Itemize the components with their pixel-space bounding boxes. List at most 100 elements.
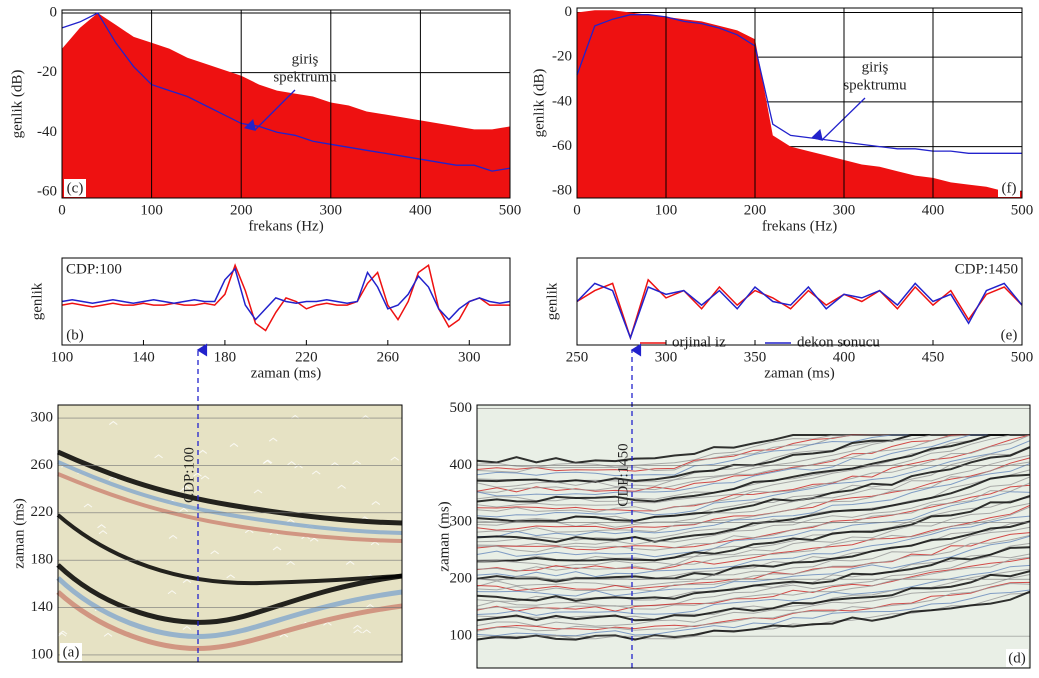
noise bbox=[198, 449, 208, 454]
spectrum-line bbox=[61, 12, 511, 172]
plot-frame bbox=[61, 257, 511, 346]
annotation: giriş bbox=[862, 59, 889, 75]
reflector bbox=[476, 526, 1031, 588]
noise bbox=[309, 537, 319, 542]
reflector bbox=[476, 570, 1031, 622]
reflector bbox=[476, 582, 1031, 632]
reflector bbox=[476, 502, 1031, 568]
x-tick-label: 400 bbox=[409, 202, 432, 218]
y-tick-label: -40 bbox=[552, 93, 572, 109]
y-tick-label: -20 bbox=[37, 64, 57, 80]
noise bbox=[311, 470, 321, 475]
noise bbox=[98, 530, 108, 535]
plot-frame bbox=[476, 404, 1031, 669]
legend-label: orjinal iz bbox=[672, 334, 726, 350]
x-tick-label: 500 bbox=[1011, 349, 1034, 365]
y-tick-label: -20 bbox=[552, 49, 572, 65]
reflector bbox=[476, 589, 1031, 637]
reflector bbox=[476, 482, 1031, 553]
reflector bbox=[476, 434, 1030, 508]
panel-label-bg bbox=[64, 326, 86, 344]
x-tick-label: 400 bbox=[922, 202, 945, 218]
reflector bbox=[56, 449, 403, 526]
plot-frame bbox=[61, 9, 511, 199]
reflector bbox=[476, 454, 1031, 528]
trace-line bbox=[576, 278, 1023, 341]
annotation: CDP:1450 bbox=[615, 443, 631, 506]
noise bbox=[83, 503, 93, 508]
plot-frame bbox=[57, 404, 403, 663]
noise bbox=[353, 624, 362, 629]
plot-frame bbox=[576, 257, 1023, 346]
reflector bbox=[57, 460, 403, 535]
y-tick-label: -60 bbox=[37, 183, 57, 199]
x-tick-label: 100 bbox=[51, 349, 74, 365]
noise bbox=[193, 472, 202, 477]
x-axis-label: zaman (ms) bbox=[764, 365, 834, 381]
spectrum-area bbox=[62, 13, 510, 198]
panel-label: (b) bbox=[66, 327, 84, 343]
x-tick-label: 300 bbox=[458, 349, 481, 365]
reflector bbox=[476, 546, 1031, 602]
reflector bbox=[476, 457, 1031, 531]
image-texture bbox=[56, 401, 403, 651]
reflector bbox=[477, 463, 1031, 538]
x-tick-label: 180 bbox=[214, 349, 237, 365]
x-axis-label: zaman (ms) bbox=[251, 365, 321, 381]
y-tick-label: 220 bbox=[31, 504, 54, 520]
noise bbox=[179, 487, 189, 492]
noise bbox=[210, 550, 219, 555]
panel-label-bg bbox=[60, 643, 82, 661]
y-axis-label: genlik (dB) bbox=[531, 69, 547, 138]
noise bbox=[182, 579, 192, 584]
noise bbox=[286, 560, 295, 566]
panel-label-bg bbox=[998, 326, 1020, 344]
noise bbox=[83, 401, 92, 406]
annotation: CDP:100 bbox=[181, 447, 197, 503]
x-tick-label: 140 bbox=[132, 349, 155, 365]
reflector bbox=[476, 532, 1031, 592]
y-tick-label: 100 bbox=[31, 646, 54, 662]
annotation: giriş bbox=[292, 51, 319, 67]
x-tick-label: 300 bbox=[655, 349, 678, 365]
y-tick-label: 300 bbox=[31, 409, 54, 425]
y-axis-label: genlik (dB) bbox=[9, 70, 25, 139]
panel-label: (a) bbox=[63, 644, 80, 660]
y-tick-label: -60 bbox=[552, 138, 572, 154]
noise bbox=[58, 630, 68, 635]
noise bbox=[272, 546, 282, 551]
y-tick-label: 500 bbox=[450, 400, 473, 416]
x-tick-label: 500 bbox=[1011, 202, 1034, 218]
noise bbox=[182, 625, 192, 630]
panel-label-bg bbox=[64, 179, 86, 197]
y-axis-label: genlik bbox=[29, 282, 45, 320]
legend-label: dekon sonucu bbox=[797, 334, 880, 350]
noise bbox=[371, 500, 381, 505]
reflector bbox=[476, 461, 1031, 533]
image-background bbox=[58, 405, 402, 662]
spectrum-line bbox=[576, 14, 1022, 154]
noise bbox=[290, 414, 300, 419]
reflector bbox=[476, 515, 1031, 578]
reflector bbox=[476, 590, 1031, 641]
noise bbox=[345, 560, 355, 565]
noise bbox=[352, 460, 361, 465]
trace-label: CDP:1450 bbox=[955, 261, 1018, 277]
x-tick-label: 300 bbox=[833, 202, 856, 218]
y-tick-label: 300 bbox=[450, 514, 473, 530]
image-texture bbox=[476, 434, 1031, 641]
x-tick-label: 300 bbox=[320, 202, 343, 218]
trace-line bbox=[61, 263, 510, 332]
reflector bbox=[476, 564, 1031, 616]
y-tick-label: 0 bbox=[50, 4, 58, 20]
noise bbox=[353, 629, 362, 634]
y-tick-label: 400 bbox=[450, 457, 473, 473]
reflector bbox=[476, 553, 1031, 607]
reflector bbox=[476, 535, 1031, 597]
noise bbox=[253, 489, 263, 494]
noise bbox=[108, 420, 118, 425]
y-tick-label: -80 bbox=[552, 183, 572, 199]
y-axis-label: genlik bbox=[544, 282, 560, 320]
